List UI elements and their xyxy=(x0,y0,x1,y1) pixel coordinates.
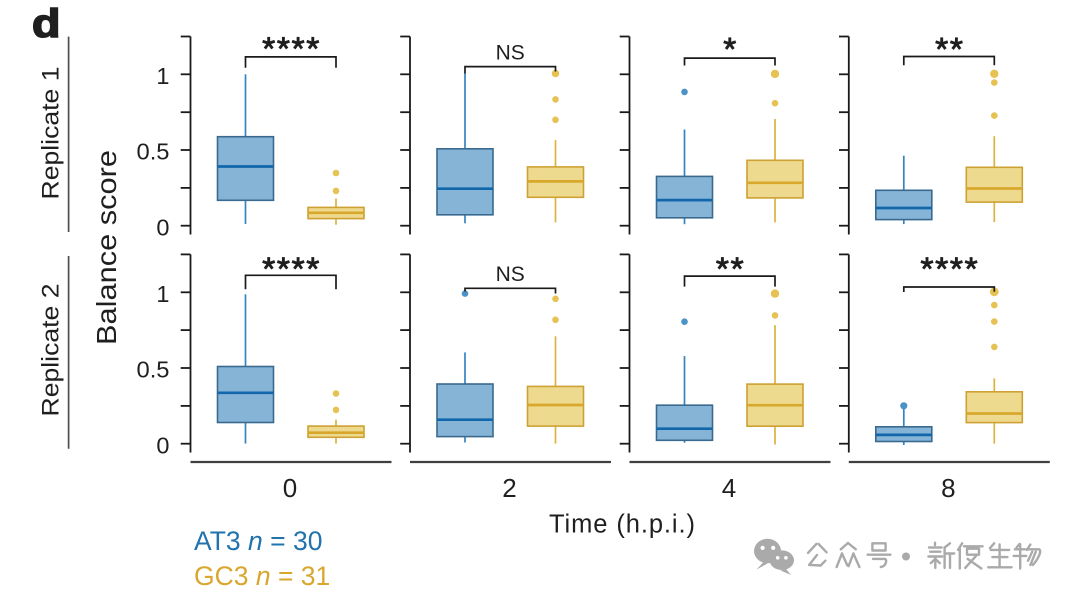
svg-text:0: 0 xyxy=(156,432,169,458)
svg-text:NS: NS xyxy=(496,263,525,286)
svg-text:NS: NS xyxy=(496,41,525,64)
svg-text:1: 1 xyxy=(156,63,169,89)
svg-text:8: 8 xyxy=(941,473,955,503)
svg-text:0: 0 xyxy=(283,473,297,503)
svg-text:AT3 n = 30: AT3 n = 30 xyxy=(194,526,322,556)
svg-text:d: d xyxy=(32,2,61,46)
svg-text:4: 4 xyxy=(722,473,736,503)
svg-text:0.5: 0.5 xyxy=(137,357,170,383)
svg-text:GC3 n = 31: GC3 n = 31 xyxy=(194,561,330,591)
svg-text:1: 1 xyxy=(156,281,169,307)
svg-text:Balance score: Balance score xyxy=(91,150,122,345)
svg-text:Replicate 2: Replicate 2 xyxy=(38,284,65,417)
svg-text:Time (h.p.i.): Time (h.p.i.) xyxy=(549,511,695,539)
svg-text:0.5: 0.5 xyxy=(137,139,170,165)
svg-text:Replicate 1: Replicate 1 xyxy=(38,67,65,200)
svg-text:2: 2 xyxy=(502,473,516,503)
svg-text:0: 0 xyxy=(156,214,169,240)
